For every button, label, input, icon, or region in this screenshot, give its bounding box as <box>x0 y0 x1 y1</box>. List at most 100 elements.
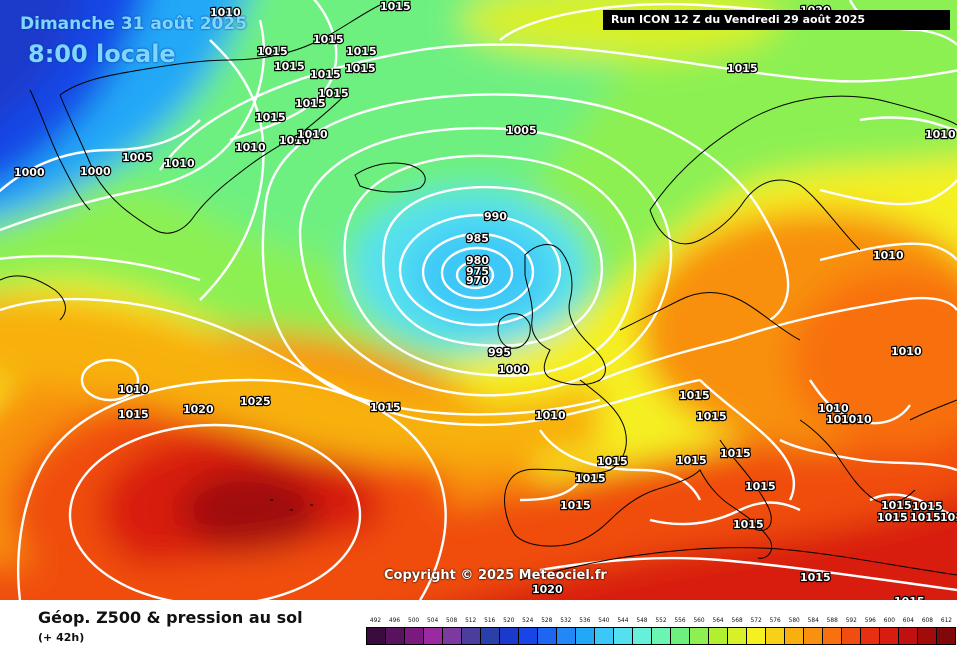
scale-tick-label: 496 <box>388 616 401 624</box>
valid-date: Dimanche 31 août 2025 <box>20 14 248 34</box>
isobar-label: 1020 <box>532 583 563 596</box>
isobar-label: 1010 <box>535 409 566 422</box>
color-scale: 492 496 500 504 508 512 516 520 524 528 532 536 540 5… <box>366 614 956 648</box>
isobar-label: 1005 <box>122 151 153 164</box>
scale-swatch <box>918 628 937 644</box>
isobar-label: 1015 <box>118 408 149 421</box>
run-info-banner: Run ICON 12 Z du Vendredi 29 août 2025 <box>603 10 950 30</box>
scale-tick-label: 512 <box>465 616 477 624</box>
isobar-label: 1010 <box>164 157 195 170</box>
scale-swatch <box>937 628 955 644</box>
scale-tick-label: 568 <box>731 616 743 624</box>
isobar-label: 1015 <box>597 455 628 468</box>
scale-tick-label: 580 <box>788 616 800 624</box>
scale-swatch <box>405 628 424 644</box>
scale-swatch <box>424 628 443 644</box>
isobar-label: 1010 <box>891 345 922 358</box>
isobar-label: 1015 <box>679 389 710 402</box>
isobar-label: 1010 <box>235 141 266 154</box>
scale-tick-label: 564 <box>712 616 724 624</box>
scale-tick-label: 608 <box>921 616 933 624</box>
scale-swatch <box>652 628 671 644</box>
isobar-label: 1015 <box>940 511 957 524</box>
scale-tick-label: 504 <box>427 616 439 624</box>
scale-swatch <box>671 628 690 644</box>
scale-swatch <box>880 628 899 644</box>
isobar-label: 1010 <box>826 413 857 426</box>
scale-tick-label: 612 <box>940 616 953 624</box>
scale-swatch <box>386 628 405 644</box>
isobar-label: 1015 <box>696 410 727 423</box>
scale-tick-label: 552 <box>655 616 667 624</box>
scale-tick-label: 500 <box>407 616 420 624</box>
isobar-label: 1015 <box>370 401 401 414</box>
isobar-label: 985 <box>466 232 489 245</box>
scale-swatch <box>576 628 595 644</box>
scale-tick-label: 584 <box>807 616 819 624</box>
isobar-label: 1015 <box>894 595 925 600</box>
isobar-label: 1015 <box>676 454 707 467</box>
isobar-label: 1015 <box>727 62 758 75</box>
lead-time: (+ 42h) <box>38 631 85 644</box>
isobar-label: 1015 <box>910 511 941 524</box>
isobar-label: 1015 <box>310 68 341 81</box>
isobar-label: 995 <box>488 346 511 359</box>
product-title: Géop. Z500 & pression au sol <box>38 608 303 627</box>
isobar-label: 1020 <box>183 403 214 416</box>
isobar-label: 1015 <box>345 62 376 75</box>
isobar-label: 1010 <box>279 134 310 147</box>
scale-tick-label: 588 <box>826 616 838 624</box>
isobar-label: 1015 <box>295 97 326 110</box>
isobar-label: 1010 <box>118 383 149 396</box>
isobar-label: 975 <box>466 265 489 278</box>
isobar-label: 1005 <box>506 124 537 137</box>
scale-swatch <box>785 628 804 644</box>
isobar-label: 1010 <box>925 128 956 141</box>
isobar-label: 1010 <box>818 402 849 415</box>
scale-swatch <box>367 628 386 644</box>
isobar-label: 1015 <box>257 45 288 58</box>
isobar-label: 1015 <box>560 499 591 512</box>
isobar-label: 1015 <box>912 500 943 513</box>
scale-tick-label: 492 <box>369 616 382 624</box>
isobar-label: 1015 <box>274 60 305 73</box>
scale-swatch <box>500 628 519 644</box>
isobar-label: 980 <box>466 254 489 267</box>
scale-tick-label: 528 <box>541 616 553 624</box>
scale-swatch <box>462 628 481 644</box>
scale-tick-label: 508 <box>446 616 458 624</box>
scale-swatch <box>614 628 633 644</box>
color-scale-ticks: 492 496 500 504 508 512 516 520 524 528 532 536 540 5… <box>366 614 956 626</box>
isobar-label: 1015 <box>877 511 908 524</box>
coastlines <box>0 4 957 581</box>
scale-tick-label: 548 <box>636 616 648 624</box>
scale-swatch <box>690 628 709 644</box>
isobar-label: 1015 <box>720 447 751 460</box>
isobar-label: 1010 <box>873 249 904 262</box>
isobar-label: 1000 <box>80 165 111 178</box>
scale-tick-label: 544 <box>617 616 629 624</box>
scale-swatch <box>766 628 785 644</box>
scale-tick-label: 572 <box>750 616 762 624</box>
scale-tick-label: 516 <box>484 616 496 624</box>
scale-tick-label: 604 <box>902 616 914 624</box>
scale-tick-label: 524 <box>522 616 534 624</box>
scale-tick-label: 540 <box>598 616 610 624</box>
scale-tick-label: 556 <box>674 616 686 624</box>
scale-swatch <box>861 628 880 644</box>
isobar-label: 1010 <box>841 413 872 426</box>
scale-swatch <box>823 628 842 644</box>
isobar-label: 970 <box>466 274 489 287</box>
isobar-label: 1015 <box>318 87 349 100</box>
scale-swatch <box>557 628 576 644</box>
scale-swatch <box>804 628 823 644</box>
scale-swatch <box>842 628 861 644</box>
scale-swatch <box>519 628 538 644</box>
isobar-label: 1015 <box>733 518 764 531</box>
isobar-label: 1015 <box>346 45 377 58</box>
scale-swatch <box>443 628 462 644</box>
